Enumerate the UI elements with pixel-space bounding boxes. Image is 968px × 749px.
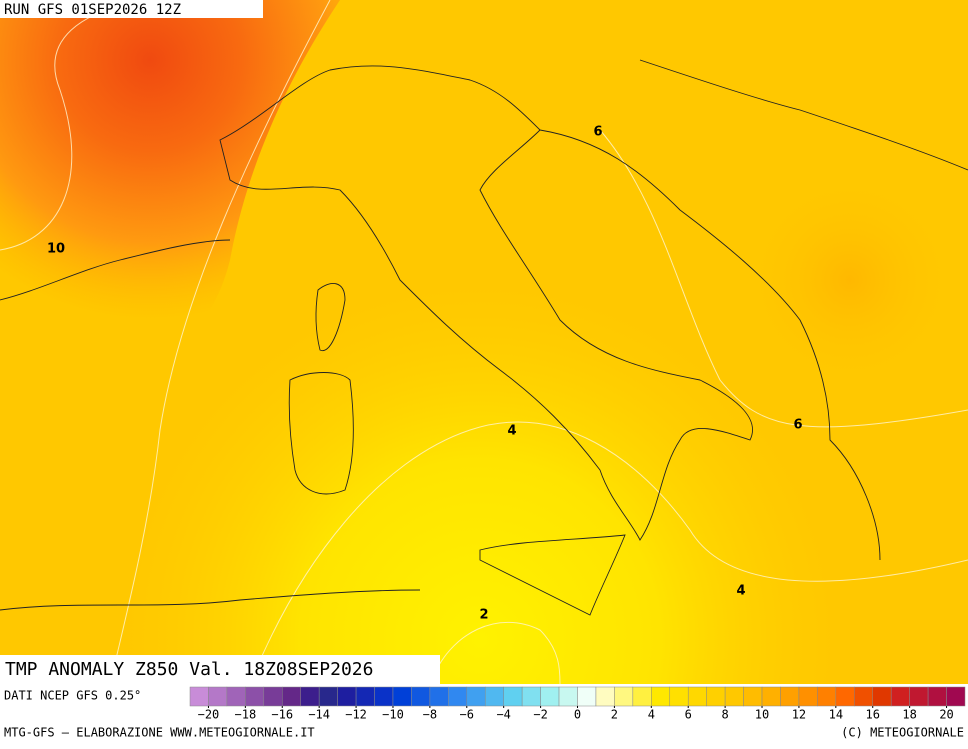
- colorbar-swatch: [245, 686, 265, 707]
- colorbar-tick-label: 0: [574, 708, 581, 722]
- map-title: TMP ANOMALY Z850 Val. 18Z08SEP2026: [5, 659, 373, 680]
- colorbar-swatch: [632, 686, 652, 707]
- colorbar-swatch: [540, 686, 560, 707]
- colorbar-tick-label: 6: [685, 708, 692, 722]
- colorbar-tick-label: −20: [198, 708, 220, 722]
- colorbar-swatch: [484, 686, 504, 707]
- colorbar-swatch: [429, 686, 449, 707]
- colorbar-tick-label: 8: [722, 708, 729, 722]
- colorbar-swatch: [835, 686, 855, 707]
- colorbar-tick-label: 14: [829, 708, 843, 722]
- colorbar-tick-label: −16: [271, 708, 293, 722]
- colorbar-swatch: [282, 686, 301, 707]
- colorbar-swatch: [300, 686, 320, 707]
- colorbar-tick-label: −10: [382, 708, 404, 722]
- colorbar-swatch: [798, 686, 818, 707]
- colorbar: −20 −18 −16 −14 −12 −10 −8 −6 −4 −2 0 2 4 6 8 10 12 14 16 1…: [189, 686, 966, 722]
- colorbar-swatch: [669, 686, 689, 707]
- colorbar-swatch: [337, 686, 357, 707]
- contour-label: 10: [47, 242, 65, 257]
- colorbar-tick-label: 16: [866, 708, 880, 722]
- colorbar-tick-label: −2: [533, 708, 547, 722]
- contour-label: 4: [507, 424, 516, 439]
- run-label: RUN GFS 01SEP2026 12Z: [4, 2, 181, 18]
- colorbar-tick-label: −6: [460, 708, 474, 722]
- colorbar-swatch: [872, 686, 892, 707]
- colorbar-swatch: [521, 686, 541, 707]
- contour-label: 6: [793, 418, 802, 433]
- colorbar-tick-label: −4: [496, 708, 510, 722]
- contour-label: 4: [736, 584, 745, 599]
- colorbar-swatch: [503, 686, 523, 707]
- footer-left: MTG-GFS — ELABORAZIONE WWW.METEOGIORNALE…: [4, 726, 315, 740]
- colorbar-tick-label: −18: [235, 708, 257, 722]
- contour-label: 2: [479, 608, 488, 623]
- colorbar-swatch: [946, 686, 966, 707]
- colorbar-swatch: [595, 686, 615, 707]
- colorbar-swatch: [890, 686, 910, 707]
- colorbar-swatch: [318, 686, 338, 707]
- colorbar-tick-label: 18: [902, 708, 916, 722]
- colorbar-swatch: [651, 686, 671, 707]
- colorbar-swatch: [263, 686, 283, 707]
- colorbar-swatch: [558, 686, 578, 707]
- colorbar-swatch: [614, 686, 634, 707]
- colorbar-tick-label: 4: [648, 708, 655, 722]
- colorbar-swatch: [854, 686, 873, 707]
- colorbar-swatch: [226, 686, 246, 707]
- map: [0, 0, 968, 685]
- header-box: [0, 0, 263, 18]
- colorbar-swatch: [392, 686, 412, 707]
- colorbar-swatch: [208, 686, 228, 707]
- title-box: [0, 655, 440, 684]
- colorbar-tick-label: −14: [308, 708, 330, 722]
- colorbar-swatch: [189, 686, 209, 707]
- colorbar-swatch: [817, 686, 837, 707]
- colorbar-tick-label: 20: [939, 708, 953, 722]
- colorbar-swatch: [927, 686, 947, 707]
- colorbar-swatch: [355, 686, 375, 707]
- source-label: DATI NCEP GFS 0.25°: [4, 689, 141, 703]
- colorbar-swatch: [466, 686, 486, 707]
- colorbar-tick-label: −8: [423, 708, 437, 722]
- colorbar-swatch: [724, 686, 744, 707]
- colorbar-swatch: [448, 686, 468, 707]
- colorbar-swatch: [687, 686, 707, 707]
- colorbar-swatch: [909, 686, 929, 707]
- contour-label: 6: [593, 125, 602, 140]
- colorbar-tick-label: 12: [792, 708, 806, 722]
- colorbar-tick-label: −12: [345, 708, 367, 722]
- colorbar-swatch: [374, 686, 394, 707]
- colorbar-swatch: [743, 686, 763, 707]
- colorbar-swatch: [761, 686, 781, 707]
- colorbar-tick-label: 2: [611, 708, 618, 722]
- colorbar-tick-label: 10: [755, 708, 769, 722]
- colorbar-swatch: [411, 686, 431, 707]
- colorbar-swatch: [706, 686, 726, 707]
- footer-right: (C) METEOGIORNALE: [841, 726, 964, 740]
- colorbar-swatch: [780, 686, 800, 707]
- colorbar-swatch: [577, 686, 597, 707]
